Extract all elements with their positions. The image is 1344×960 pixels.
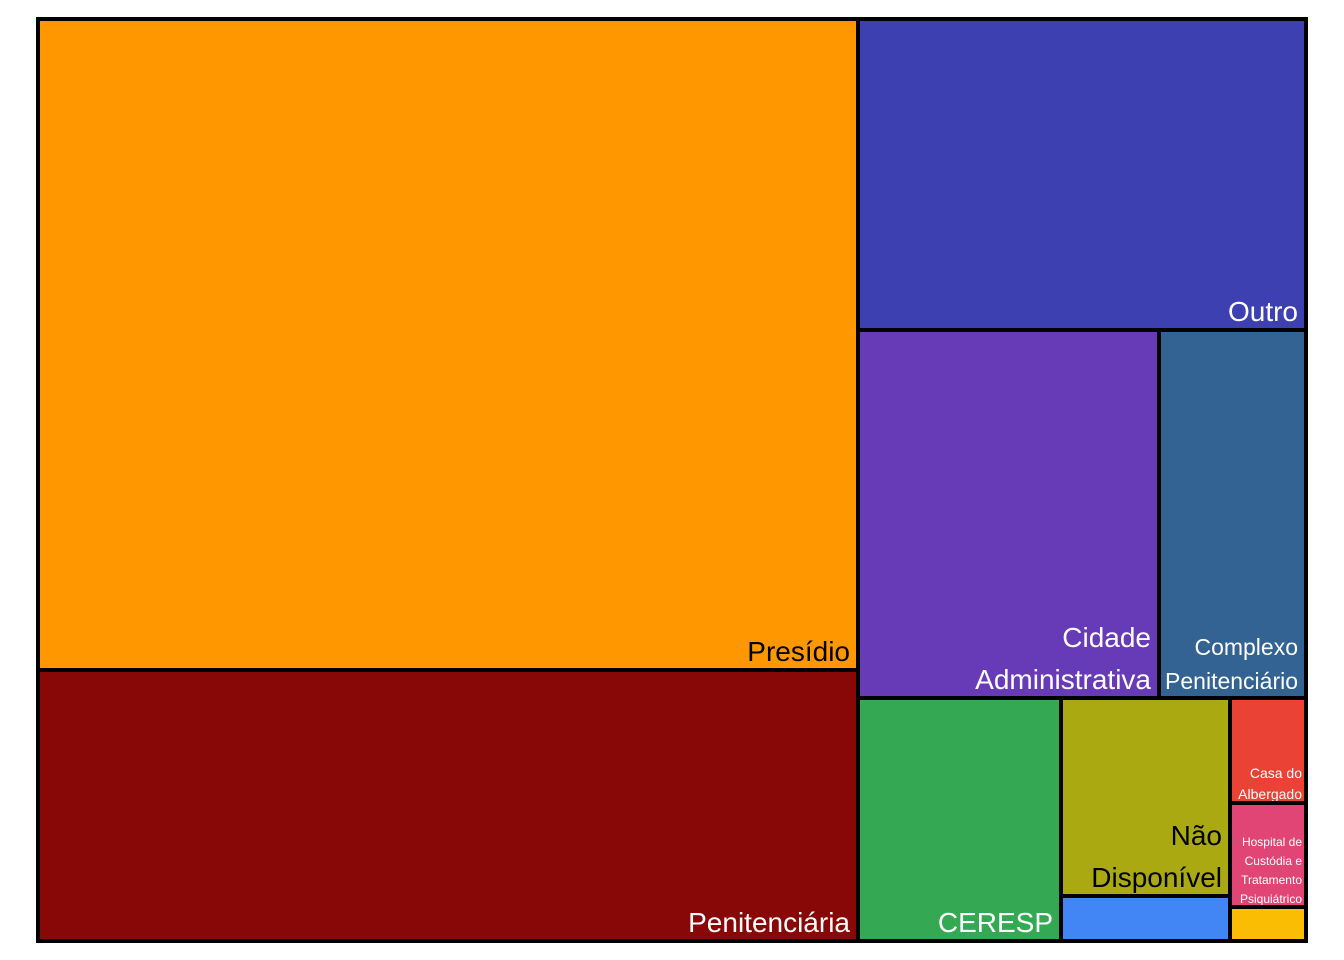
tile-rect-complexo-penitenciario: [1157, 328, 1308, 700]
tile-rect-ceresp: [856, 696, 1063, 943]
tile-presidio: Presídio: [36, 17, 860, 672]
tile-label-casa-do-albergado: Casa do Albergado: [1238, 765, 1302, 802]
tile-label-hospital-de-custodia-e-tratamento-psiquiatrico: Hospital de Custódia e Tratamento Psiquiátr…: [1240, 835, 1302, 906]
tile-label-penitenciaria: Penitenciária: [688, 907, 850, 938]
tile-label-nao-disponivel: Não Disponível: [1091, 820, 1222, 893]
tile-unlabeled-7: [1059, 894, 1232, 943]
tile-penitenciaria: Penitenciária: [36, 668, 860, 943]
tile-rect-casa-do-albergado: [1228, 696, 1308, 805]
tile-complexo-penitenciario: Complexo Penitenciário: [1157, 328, 1308, 700]
tile-rect-penitenciaria: [36, 668, 860, 943]
tile-label-presidio: Presídio: [747, 636, 850, 667]
tile-rect-presidio: [36, 17, 860, 672]
tile-cidade-administrativa: Cidade Administrativa: [856, 328, 1161, 700]
tile-rect-cidade-administrativa: [856, 328, 1161, 700]
tile-ceresp: CERESP: [856, 696, 1063, 943]
tile-label-complexo-penitenciario: Complexo Penitenciário: [1165, 634, 1298, 694]
tile-outro: Outro: [856, 17, 1308, 332]
tile-hospital-de-custodia-e-tratamento-psiquiatrico: Hospital de Custódia e Tratamento Psiquiátr…: [1228, 801, 1308, 909]
tile-rect-outro: [856, 17, 1308, 332]
tile-rect-hospital-de-custodia-e-tratamento-psiquiatrico: [1228, 801, 1308, 909]
tile-unlabeled-10: [1228, 905, 1308, 943]
tile-rect-unlabeled-10: [1228, 905, 1308, 943]
tile-rect-unlabeled-7: [1059, 894, 1232, 943]
tile-casa-do-albergado: Casa do Albergado: [1228, 696, 1308, 805]
tile-nao-disponivel: Não Disponível: [1059, 696, 1232, 898]
tile-label-ceresp: CERESP: [938, 907, 1053, 938]
tile-label-cidade-administrativa: Cidade Administrativa: [975, 622, 1151, 695]
tile-label-outro: Outro: [1228, 296, 1298, 327]
